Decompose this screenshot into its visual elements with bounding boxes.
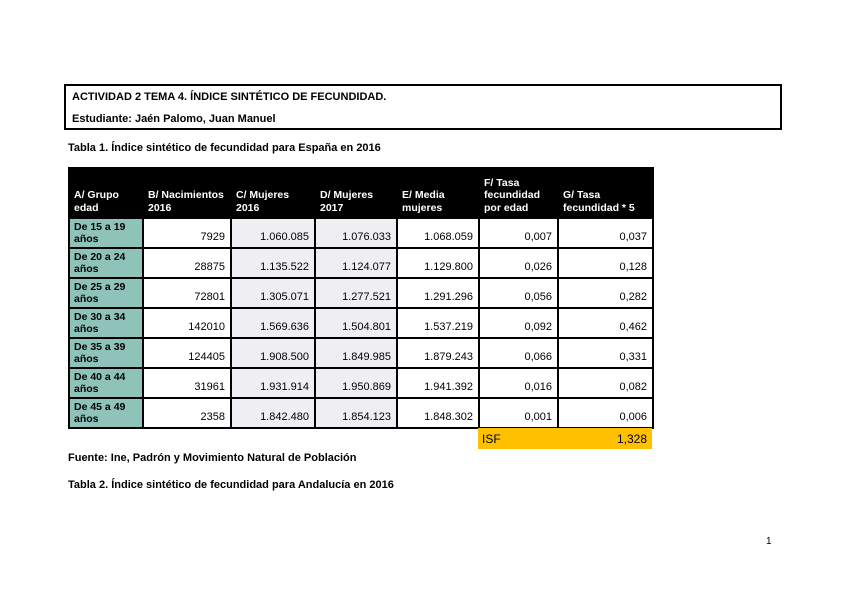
value-cell: 0,056: [478, 277, 559, 309]
value-cell: 72801: [142, 277, 232, 309]
value-cell: 1.842.480: [230, 397, 316, 429]
value-cell: 1.537.219: [396, 307, 480, 339]
title-box: ACTIVIDAD 2 TEMA 4. ÍNDICE SINTÉTICO DE …: [64, 84, 782, 130]
value-cell: 1.950.869: [314, 367, 398, 399]
value-cell: 1.277.521: [314, 277, 398, 309]
value-cell: 0,128: [557, 247, 654, 279]
age-group-label: De 35 a 39 años: [68, 337, 144, 369]
table-header-row: A/ Grupo edad B/ Nacimientos 2016 C/ Mujer…: [68, 167, 654, 219]
value-cell: 0,001: [478, 397, 559, 429]
value-cell: 0,462: [557, 307, 654, 339]
age-group-label: De 30 a 34 años: [68, 307, 144, 339]
value-cell: 1.291.296: [396, 277, 480, 309]
value-cell: 0,082: [557, 367, 654, 399]
value-cell: 1.569.636: [230, 307, 316, 339]
value-cell: 1.879.243: [396, 337, 480, 369]
source-line: Fuente: Ine, Padrón y Movimiento Natural…: [68, 452, 357, 464]
value-cell: 1.305.071: [230, 277, 316, 309]
isf-result-row: ISF 1,328: [478, 428, 652, 449]
value-cell: 1.068.059: [396, 217, 480, 249]
value-cell: 28875: [142, 247, 232, 279]
value-cell: 0,092: [478, 307, 559, 339]
table-row: De 45 a 49 años 2358 1.842.480 1.854.123 1.8…: [68, 397, 654, 429]
value-cell: 1.076.033: [314, 217, 398, 249]
value-cell: 142010: [142, 307, 232, 339]
value-cell: 1.124.077: [314, 247, 398, 279]
value-cell: 1.854.123: [314, 397, 398, 429]
value-cell: 2358: [142, 397, 232, 429]
table-row: De 40 a 44 años 31961 1.931.914 1.950.869 1.…: [68, 367, 654, 399]
value-cell: 1.941.392: [396, 367, 480, 399]
value-cell: 1.849.985: [314, 337, 398, 369]
value-cell: 0,026: [478, 247, 559, 279]
value-cell: 31961: [142, 367, 232, 399]
column-header: B/ Nacimientos 2016: [142, 167, 232, 219]
table-row: De 25 a 29 años 72801 1.305.071 1.277.521 1.…: [68, 277, 654, 309]
value-cell: 1.931.914: [230, 367, 316, 399]
table-row: De 35 a 39 años 124405 1.908.500 1.849.985 1…: [68, 337, 654, 369]
age-group-label: De 20 a 24 años: [68, 247, 144, 279]
value-cell: 0,066: [478, 337, 559, 369]
age-group-label: De 15 a 19 años: [68, 217, 144, 249]
student-name: Estudiante: Jaén Palomo, Juan Manuel: [72, 113, 276, 125]
table1-caption: Tabla 1. Índice sintético de fecundidad …: [68, 142, 381, 154]
value-cell: 0,037: [557, 217, 654, 249]
value-cell: 0,007: [478, 217, 559, 249]
value-cell: 7929: [142, 217, 232, 249]
column-header: A/ Grupo edad: [68, 167, 144, 219]
value-cell: 1.135.522: [230, 247, 316, 279]
value-cell: 1.129.800: [396, 247, 480, 279]
column-header: C/ Mujeres 2016: [230, 167, 316, 219]
table1-body: De 15 a 19 años 7929 1.060.085 1.076.033 1.0…: [68, 217, 654, 429]
value-cell: 1.908.500: [230, 337, 316, 369]
table-row: De 30 a 34 años 142010 1.569.636 1.504.801 1…: [68, 307, 654, 339]
column-header: G/ Tasa fecundidad * 5: [557, 167, 654, 219]
activity-title: ACTIVIDAD 2 TEMA 4. ÍNDICE SINTÉTICO DE …: [72, 91, 387, 103]
value-cell: 124405: [142, 337, 232, 369]
value-cell: 1.504.801: [314, 307, 398, 339]
value-cell: 0,282: [557, 277, 654, 309]
fertility-table: A/ Grupo edad B/ Nacimientos 2016 C/ Mujer…: [68, 167, 654, 429]
age-group-label: De 45 a 49 años: [68, 397, 144, 429]
table-row: De 20 a 24 años 28875 1.135.522 1.124.077 1.…: [68, 247, 654, 279]
age-group-label: De 25 a 29 años: [68, 277, 144, 309]
age-group-label: De 40 a 44 años: [68, 367, 144, 399]
isf-value: 1,328: [616, 431, 647, 446]
isf-label: ISF: [482, 431, 501, 446]
column-header: E/ Media mujeres: [396, 167, 480, 219]
value-cell: 0,016: [478, 367, 559, 399]
value-cell: 0,006: [557, 397, 654, 429]
value-cell: 0,331: [557, 337, 654, 369]
column-header: D/ Mujeres 2017: [314, 167, 398, 219]
table-row: De 15 a 19 años 7929 1.060.085 1.076.033 1.0…: [68, 217, 654, 249]
table2-caption: Tabla 2. Índice sintético de fecundidad …: [68, 479, 394, 491]
page-number: 1: [766, 536, 772, 547]
value-cell: 1.060.085: [230, 217, 316, 249]
value-cell: 1.848.302: [396, 397, 480, 429]
column-header: F/ Tasa fecundidad por edad: [478, 167, 559, 219]
